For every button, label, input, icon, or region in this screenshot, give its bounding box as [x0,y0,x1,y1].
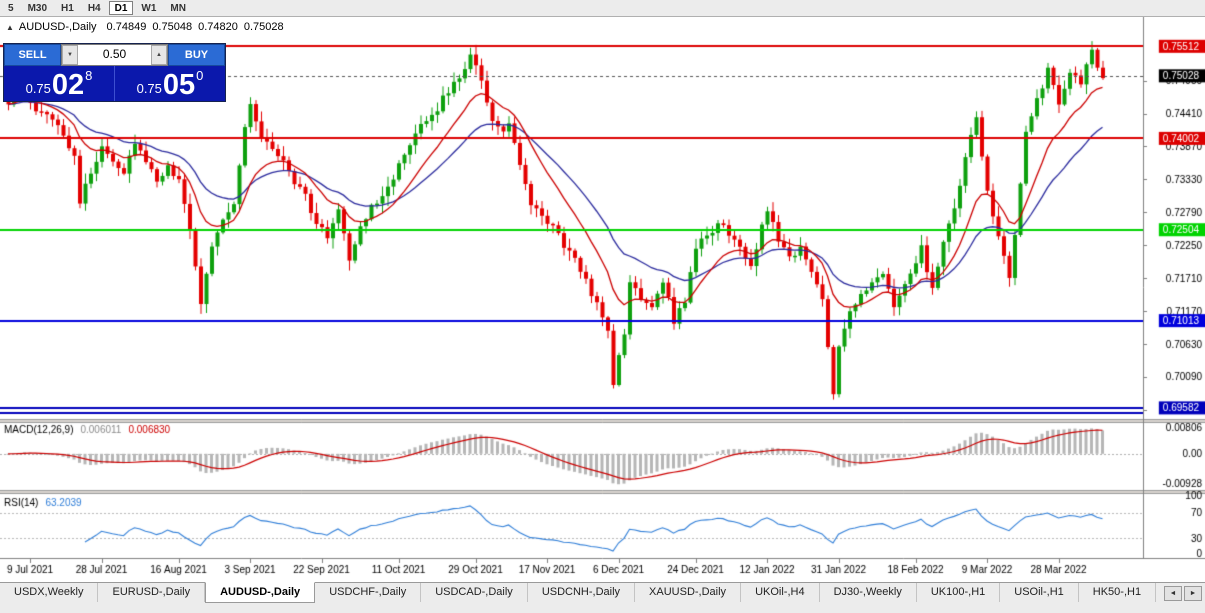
tab-usdcad-daily[interactable]: USDCAD-,Daily [421,583,528,602]
tab-uk100-h1[interactable]: UK100-,H1 [916,583,1001,602]
tab-usdx-weekly[interactable]: USDX,Weekly [0,583,99,602]
tabs-scroll-left-button[interactable]: ◄ [1164,586,1182,601]
volume-increase-button[interactable]: ▲ [151,45,167,65]
trade-widget-prices: 0.75 02 8 0.75 05 0 [4,66,225,101]
sell-price-pips: 02 [51,69,85,102]
timeframe-button-5[interactable]: 5 [2,1,20,15]
buy-price-pips: 05 [162,69,196,102]
volume-spinner: ▼ 0.50 ▲ [61,44,168,66]
timeframe-button-h4[interactable]: H4 [82,1,107,15]
chart-tab-bar: USDX,Weekly EURUSD-,Daily AUDUSD-,Daily USD… [0,582,1205,613]
timeframe-button-w1[interactable]: W1 [135,1,162,15]
tab-xauusd-daily[interactable]: XAUUSD-,Daily [635,583,742,602]
sell-price-display[interactable]: 0.75 02 8 [4,66,114,101]
tab-audusd-daily[interactable]: AUDUSD-,Daily [205,582,316,603]
chart-title: ▲ AUDUSD-,Daily 0.74849 0.75048 0.74820 … [6,21,290,33]
ohlc-open-value: 0.74849 [106,21,147,33]
ohlc-close-value: 0.75028 [243,21,284,33]
timeframe-button-mn[interactable]: MN [164,1,192,15]
tab-usoil-h1[interactable]: USOil-,H1 [1000,583,1079,602]
chart-symbol-label: AUDUSD-,Daily [18,21,97,33]
collapse-panel-icon[interactable]: ▲ [6,22,14,32]
trade-widget-controls: SELL ▼ 0.50 ▲ BUY [4,44,225,66]
sell-price-point: 8 [85,68,93,83]
price-divider [114,66,115,101]
one-click-trading-panel: SELL ▼ 0.50 ▲ BUY 0.75 02 8 0.75 05 0 [3,43,226,102]
ohlc-high-value: 0.75048 [152,21,193,33]
chart-tabs: USDX,Weekly EURUSD-,Daily AUDUSD-,Daily USD… [0,582,1157,603]
tab-eurusd-daily[interactable]: EURUSD-,Daily [98,583,206,602]
buy-button[interactable]: BUY [168,44,225,66]
tabs-scroll-right-button[interactable]: ► [1184,586,1202,601]
timeframe-button-h1[interactable]: H1 [55,1,80,15]
buy-price-prefix: 0.75 [136,81,162,96]
timeframe-toolbar: 5 M30 H1 H4 D1 W1 MN [0,0,1205,17]
timeframe-button-m30[interactable]: M30 [22,1,53,15]
ohlc-low-value: 0.74820 [198,21,238,33]
sell-price-prefix: 0.75 [25,81,51,96]
volume-input[interactable]: 0.50 [102,47,127,61]
tab-usdcnh-daily[interactable]: USDCNH-,Daily [527,583,636,602]
sell-button[interactable]: SELL [4,44,61,66]
buy-price-display[interactable]: 0.75 05 0 [115,66,225,101]
volume-decrease-button[interactable]: ▼ [62,45,78,65]
buy-price-point: 0 [196,68,204,83]
price-chart-canvas[interactable] [0,17,1205,582]
tab-dj30-weekly[interactable]: DJ30-,Weekly [819,583,917,602]
tab-usdchf-daily[interactable]: USDCHF-,Daily [315,583,422,602]
timeframe-button-d1[interactable]: D1 [108,1,134,15]
tab-scroll-controls: ◄ ► [1164,583,1205,601]
tab-hk50-h1[interactable]: HK50-,H1 [1078,583,1157,602]
chart-area: ▲ AUDUSD-,Daily 0.74849 0.75048 0.74820 … [0,17,1205,582]
tab-ukoil-h4[interactable]: UKOil-,H4 [741,583,820,602]
